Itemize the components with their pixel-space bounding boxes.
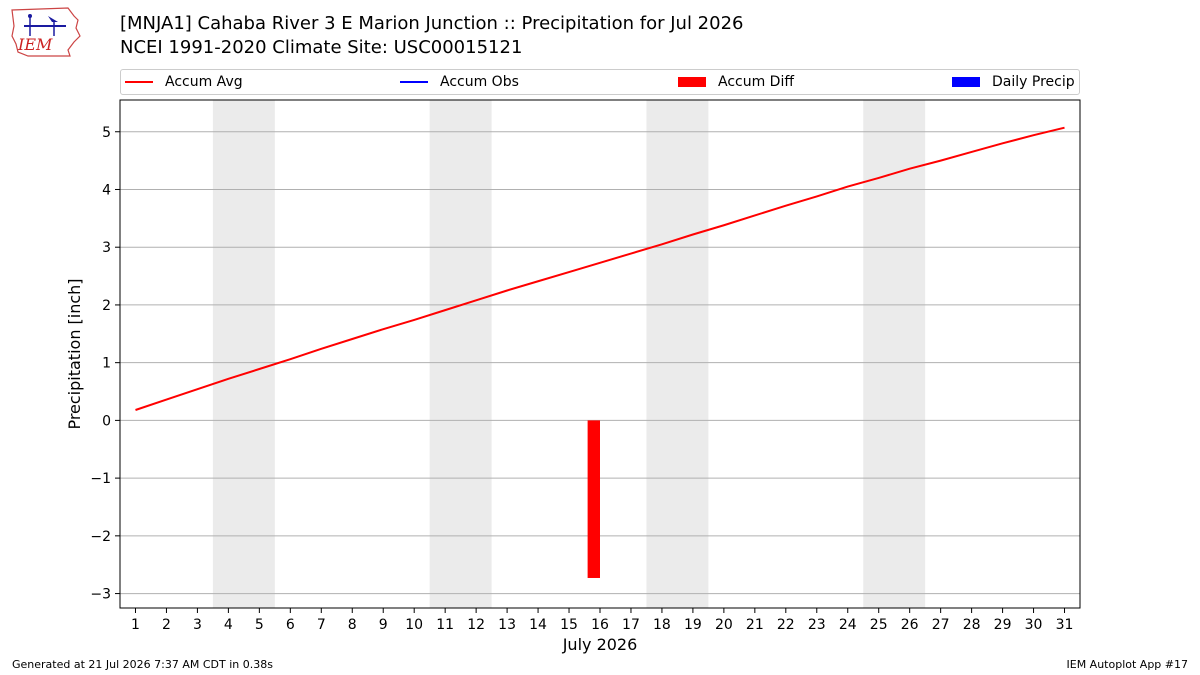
x-tick-label: 7 — [317, 617, 326, 633]
x-tick-label: 6 — [286, 617, 295, 633]
x-tick-label: 23 — [808, 617, 826, 633]
x-axis-ticks: 1 2 3 4 5 6 7 8 9 10 11 12 13 14 15 16 17 18 19 20 21 22 23 24 2… — [131, 608, 1073, 633]
legend-label: Daily Precip — [992, 74, 1075, 90]
legend-label: Accum Obs — [440, 74, 519, 90]
legend-label: Accum Avg — [165, 74, 243, 90]
legend-item-accum-diff: Accum Diff — [678, 74, 794, 90]
x-tick-label: 1 — [131, 617, 140, 633]
x-tick-label: 26 — [901, 617, 919, 633]
legend-item-accum-avg: Accum Avg — [125, 74, 243, 90]
x-axis-label: July 2026 — [562, 635, 638, 654]
x-tick-label: 10 — [405, 617, 423, 633]
y-tick-label: −3 — [90, 587, 111, 603]
weekend-band — [646, 100, 709, 608]
x-tick-label: 9 — [379, 617, 388, 633]
x-tick-label: 31 — [1056, 617, 1074, 633]
x-tick-label: 17 — [622, 617, 640, 633]
x-tick-label: 15 — [560, 617, 578, 633]
generated-timestamp: Generated at 21 Jul 2026 7:37 AM CDT in … — [12, 658, 273, 671]
y-tick-label: 5 — [102, 125, 111, 141]
y-tick-label: −1 — [90, 471, 111, 487]
accum-diff-bar — [587, 420, 600, 578]
x-tick-label: 20 — [715, 617, 733, 633]
x-tick-label: 30 — [1025, 617, 1043, 633]
x-tick-label: 2 — [162, 617, 171, 633]
x-tick-label: 29 — [994, 617, 1012, 633]
app-credit: IEM Autoplot App #17 — [1066, 658, 1189, 671]
x-tick-label: 22 — [777, 617, 795, 633]
logo-text: IEM — [17, 35, 53, 54]
weekend-band — [212, 100, 275, 608]
y-tick-label: 0 — [102, 413, 111, 429]
legend: Accum Avg Accum Obs Accum Diff Daily Pre… — [120, 69, 1080, 95]
x-tick-label: 28 — [963, 617, 981, 633]
x-tick-label: 5 — [255, 617, 264, 633]
x-tick-label: 21 — [746, 617, 764, 633]
x-tick-label: 19 — [684, 617, 702, 633]
x-tick-label: 24 — [839, 617, 857, 633]
weekend-band — [429, 100, 492, 608]
y-tick-label: −2 — [90, 529, 111, 545]
accum-avg-line — [135, 126, 1065, 411]
x-tick-label: 12 — [467, 617, 485, 633]
weekend-shading — [212, 100, 926, 608]
x-tick-label: 4 — [224, 617, 233, 633]
legend-swatch — [952, 77, 980, 87]
y-tick-label: 1 — [102, 356, 111, 372]
diff-bars — [587, 420, 600, 578]
y-axis-ticks: −3 −2 −1 0 1 2 3 4 5 — [90, 125, 120, 603]
x-tick-label: 25 — [870, 617, 888, 633]
legend-item-daily-precip: Daily Precip — [952, 74, 1075, 90]
y-axis-label: Precipitation [inch] — [65, 278, 84, 429]
legend-item-accum-obs: Accum Obs — [400, 74, 519, 90]
x-tick-label: 8 — [348, 617, 357, 633]
legend-label: Accum Diff — [718, 74, 795, 90]
y-tick-label: 2 — [102, 298, 111, 314]
series-lines — [135, 126, 1065, 411]
weekend-band — [863, 100, 926, 608]
x-tick-label: 27 — [932, 617, 950, 633]
x-tick-label: 11 — [436, 617, 454, 633]
legend-swatch — [400, 81, 428, 83]
x-tick-label: 16 — [591, 617, 609, 633]
y-tick-label: 4 — [102, 182, 111, 198]
y-tick-label: 3 — [102, 240, 111, 256]
x-tick-label: 14 — [529, 617, 547, 633]
x-tick-label: 3 — [193, 617, 202, 633]
legend-swatch — [678, 77, 706, 87]
iem-logo-icon: IEM — [11, 7, 81, 57]
chart-subtitle: NCEI 1991-2020 Climate Site: USC00015121 — [120, 37, 523, 58]
x-tick-label: 13 — [498, 617, 516, 633]
chart-title: [MNJA1] Cahaba River 3 E Marion Junction… — [120, 13, 744, 34]
legend-swatch — [125, 81, 153, 83]
x-tick-label: 18 — [653, 617, 671, 633]
